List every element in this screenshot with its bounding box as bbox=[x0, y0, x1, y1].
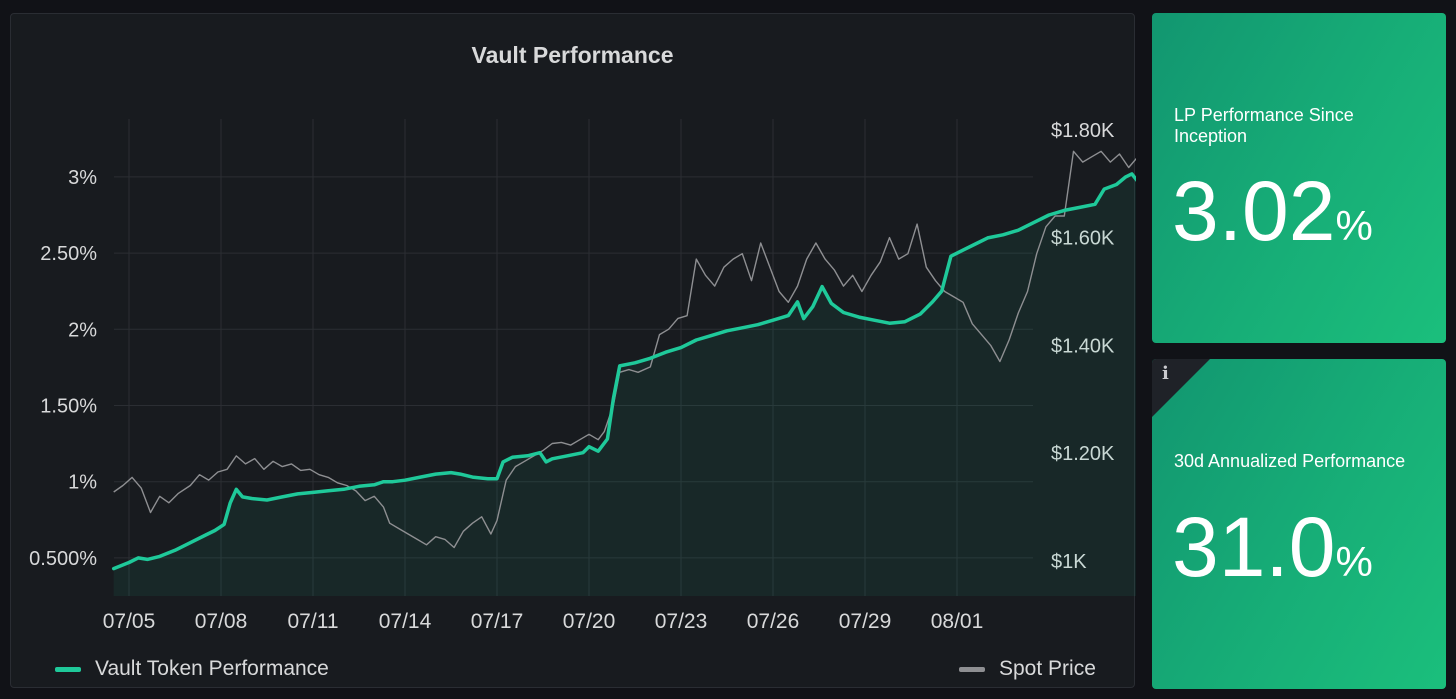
legend-spot-price[interactable]: Spot Price bbox=[959, 657, 1096, 681]
y-left-tick-label: 1.50% bbox=[40, 396, 97, 418]
stat-30d-annualized-label: 30d Annualized Performance bbox=[1174, 451, 1406, 471]
y-left-tick-label: 2.50% bbox=[40, 243, 97, 265]
x-tick-label: 07/05 bbox=[103, 610, 156, 633]
info-corner[interactable] bbox=[1152, 359, 1210, 417]
y-right-tick-label: $1K bbox=[1051, 551, 1087, 573]
stat-lp-performance: LP Performance Since Inception 3.02% bbox=[1152, 13, 1446, 343]
stat-30d-annualized-value: 31.0% bbox=[1172, 500, 1373, 594]
vault-performance-chart[interactable]: 07/05 07/08 07/11 07/14 07/17 07/20 07/23 07/26… bbox=[11, 14, 1136, 689]
x-tick-label: 07/14 bbox=[379, 610, 432, 633]
y-left-tick-label: 3% bbox=[68, 167, 97, 189]
y-right-tick-label: $1.60K bbox=[1051, 228, 1115, 250]
x-tick-label: 07/29 bbox=[839, 610, 892, 633]
x-tick-label: 07/20 bbox=[563, 610, 616, 633]
y-right-tick-label: $1.80K bbox=[1051, 120, 1115, 142]
y-right-tick-label: $1.20K bbox=[1051, 443, 1115, 465]
x-tick-label: 07/11 bbox=[288, 610, 339, 633]
y-left-tick-label: 1% bbox=[68, 472, 97, 494]
stat-30d-annualized: i 30d Annualized Performance 31.0% bbox=[1152, 359, 1446, 689]
legend-vault-token-performance[interactable]: Vault Token Performance bbox=[55, 657, 329, 681]
x-tick-label: 07/08 bbox=[195, 610, 248, 633]
legend-spot-label: Spot Price bbox=[999, 657, 1096, 680]
y-left-tick-label: 0.500% bbox=[29, 548, 97, 570]
vault-token-performance-line bbox=[111, 172, 1136, 571]
x-tick-label: 07/17 bbox=[471, 610, 524, 633]
stat-lp-performance-label: LP Performance Since Inception bbox=[1174, 105, 1354, 146]
y-right-tick-label: $1.40K bbox=[1051, 335, 1115, 357]
vault-performance-panel: Vault Performance 07/05 07/08 07/11 07/14 07… bbox=[10, 13, 1136, 689]
info-icon[interactable]: i bbox=[1162, 363, 1169, 384]
vault-area-fill bbox=[113, 173, 1136, 596]
legend-swatch-vault-icon bbox=[55, 666, 81, 672]
x-tick-label: 07/23 bbox=[655, 610, 708, 633]
x-tick-label: 08/01 bbox=[931, 610, 984, 633]
x-tick-label: 07/26 bbox=[747, 610, 800, 633]
panel-title: Vault Performance bbox=[471, 42, 674, 68]
legend-swatch-spot-icon bbox=[959, 666, 985, 672]
spot-price-line bbox=[113, 150, 1136, 549]
y-left-tick-label: 2% bbox=[68, 319, 97, 341]
stat-lp-performance-value: 3.02% bbox=[1172, 164, 1373, 258]
legend-vault-label: Vault Token Performance bbox=[95, 657, 329, 680]
